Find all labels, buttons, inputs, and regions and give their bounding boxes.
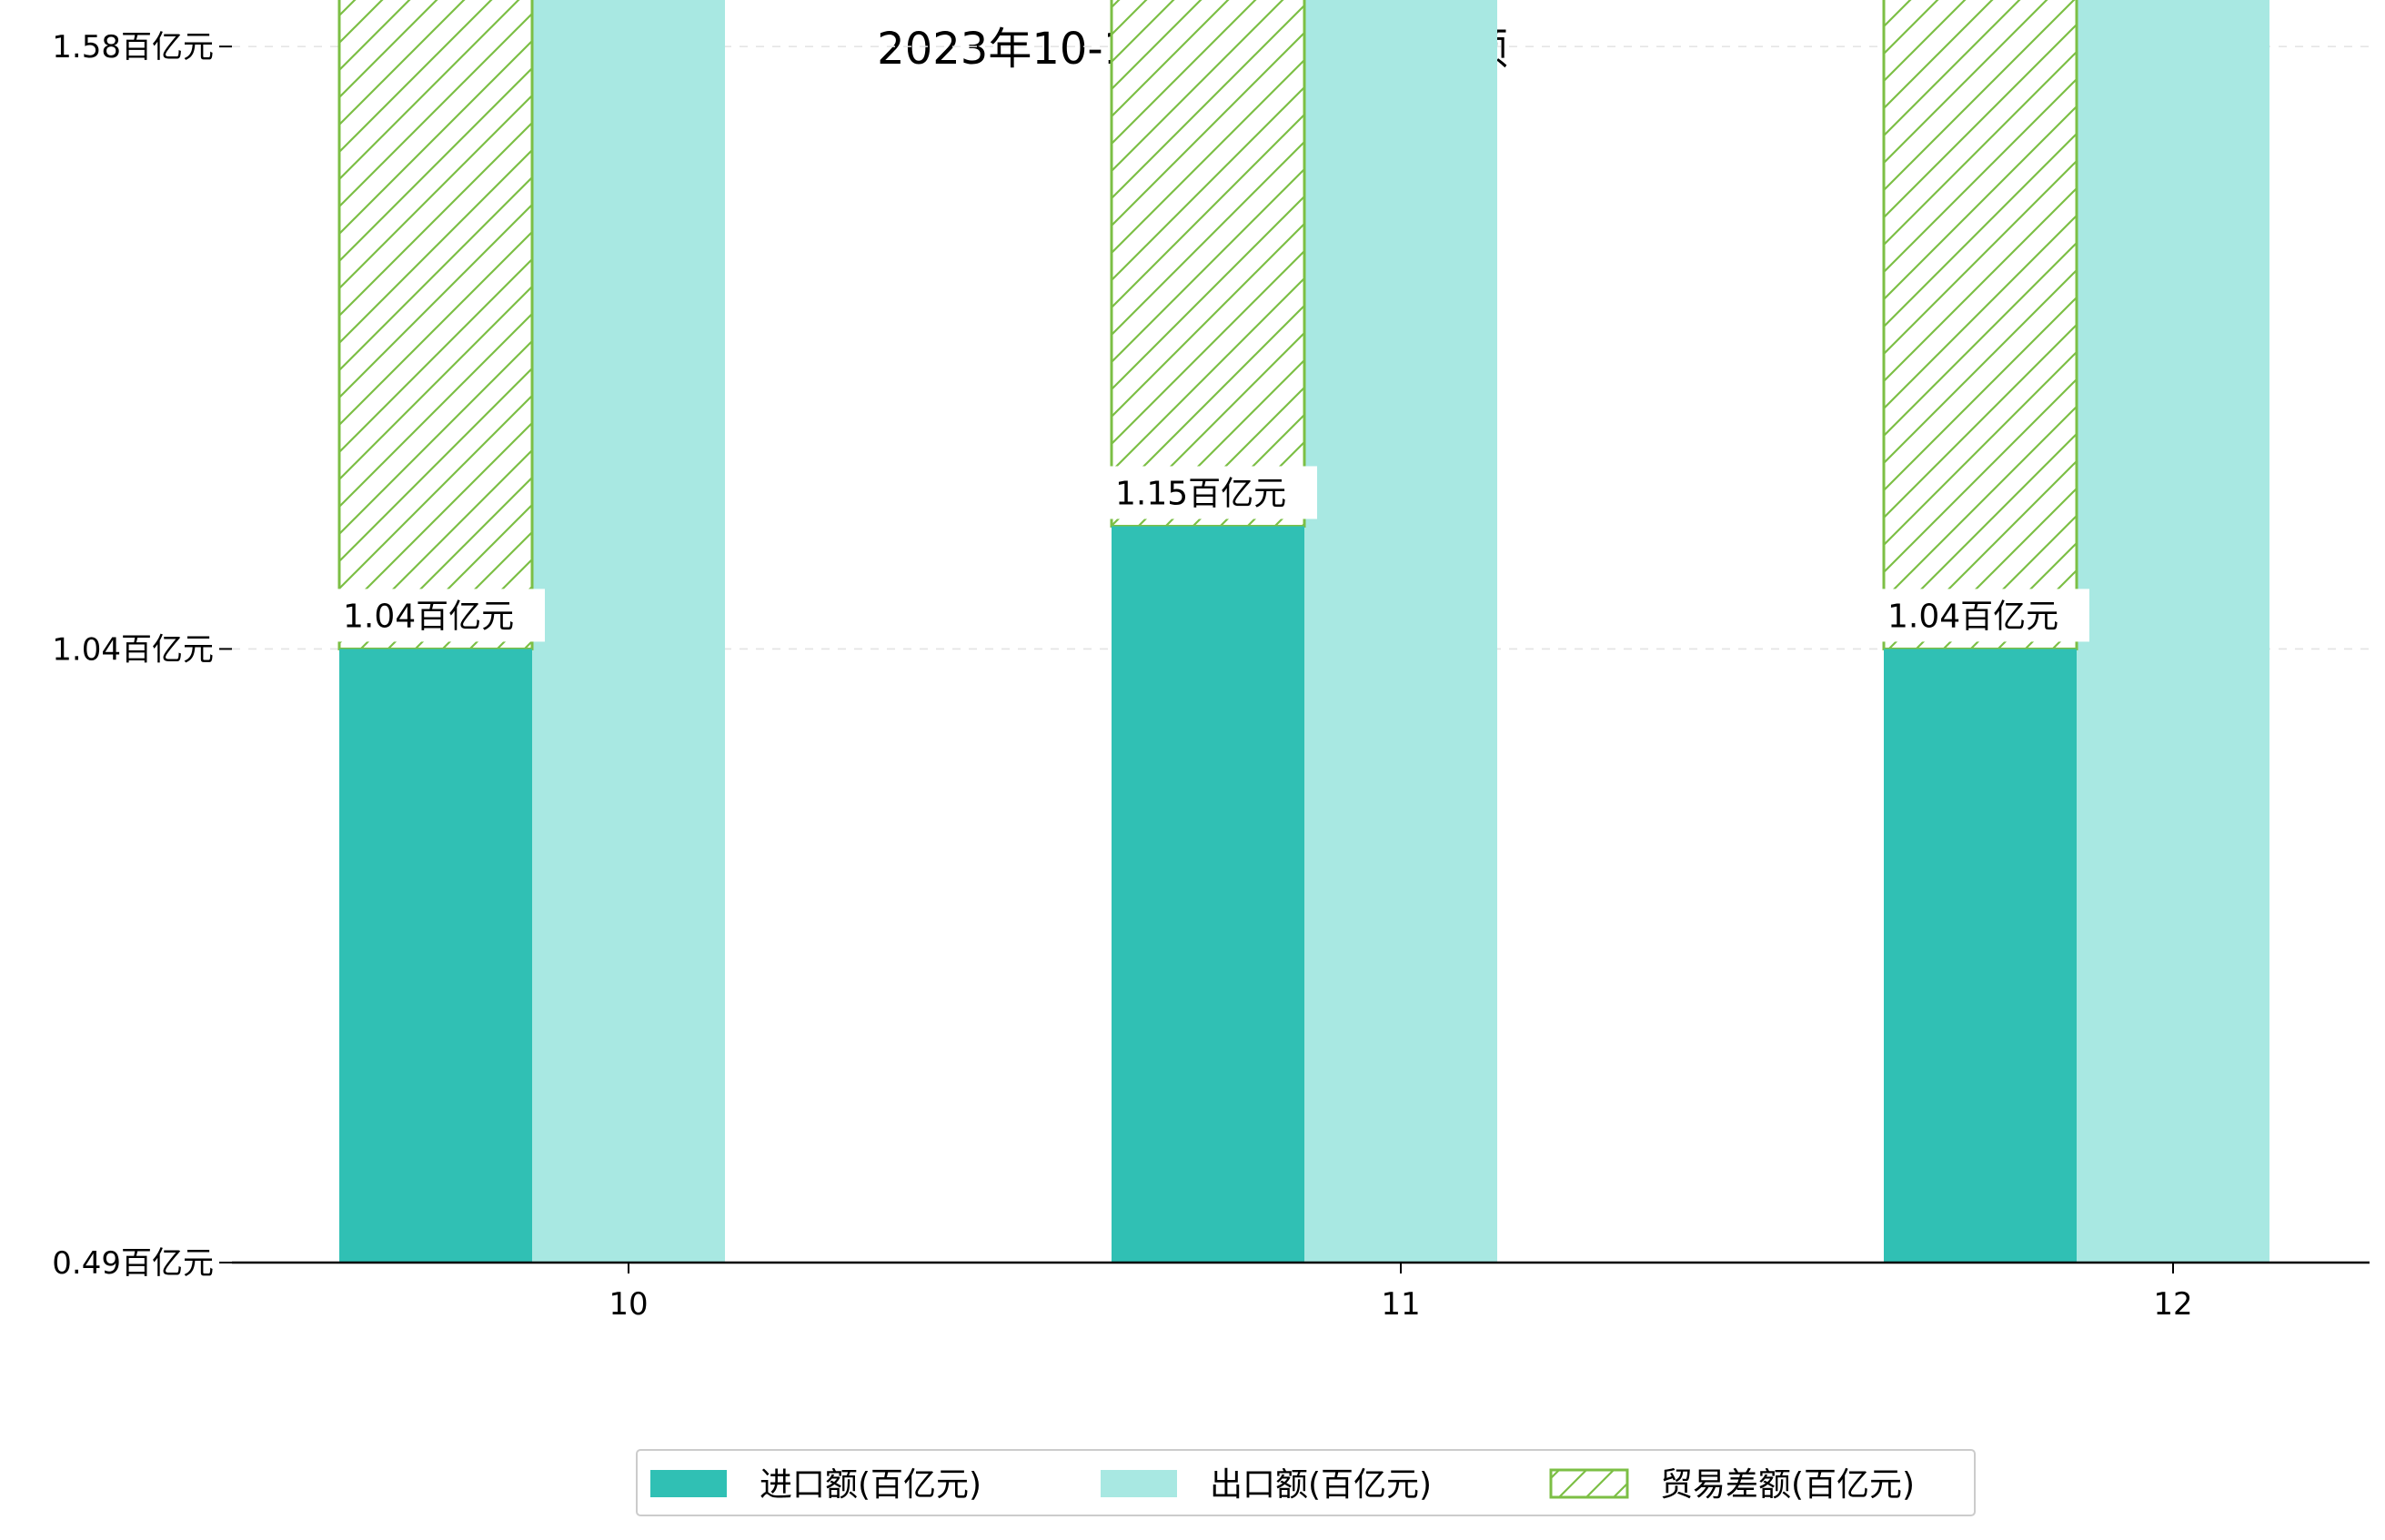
x-tick-label: 10 (609, 1286, 648, 1323)
x-axis: 10 11 12 (232, 1261, 2370, 1323)
trade-balance-bar (1110, 0, 1306, 528)
y-tick-label: 1.58百亿元 (52, 29, 214, 65)
import-bar (1884, 649, 2077, 1263)
import-bar (339, 649, 532, 1263)
y-tick-label: 1.04百亿元 (52, 631, 214, 668)
import-bar (1112, 526, 1304, 1263)
legend-box (636, 1449, 1976, 1516)
import-label-box (1106, 466, 1317, 519)
export-bar (532, 0, 725, 1263)
bars (337, 0, 2269, 1263)
legend-swatch (1549, 1468, 1629, 1499)
export-bar (2077, 0, 2269, 1263)
import-label-box (1878, 589, 2089, 642)
y-axis: 0.49百亿元1.04百亿元1.58百亿元2.12百亿元2.66百亿元3.2百亿… (52, 29, 232, 1282)
export-bar (1304, 0, 1497, 1263)
data-labels: -2.29百亿元.33百亿元1.04百亿元-2.48百亿元.63百亿元1.15百… (334, 466, 2089, 642)
legend-label: 进口额(百亿元) (760, 1466, 981, 1504)
x-tick-label: 11 (1381, 1286, 1420, 1323)
legend-swatch (650, 1470, 727, 1497)
legend-label: 贸易差额(百亿元) (1660, 1466, 1915, 1504)
legend-label: 出口额(百亿元) (1210, 1466, 1432, 1504)
legend-swatch (1101, 1470, 1177, 1497)
import-label-box (334, 589, 545, 642)
import-label: 1.04百亿元 (343, 598, 514, 635)
trade-balance-bar (337, 0, 534, 650)
legend: 进口额(百亿元) 出口额(百亿元) 贸易差额(百亿元) (636, 1449, 1976, 1516)
import-label: 1.04百亿元 (1887, 598, 2058, 635)
import-label: 1.15百亿元 (1115, 476, 1286, 513)
x-tick-label: 12 (2153, 1286, 2192, 1323)
y-tick-label: 0.49百亿元 (52, 1245, 214, 1282)
trade-balance-bar (1882, 0, 2078, 650)
